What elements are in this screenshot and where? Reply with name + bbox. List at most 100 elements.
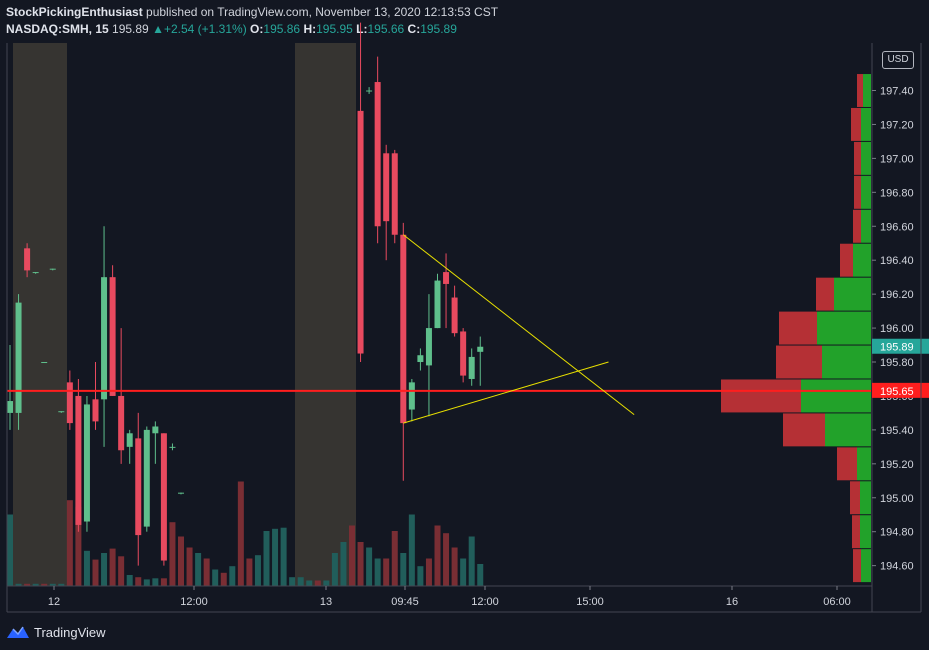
price-tick-label: 196.20 bbox=[880, 289, 914, 301]
price-axis: 194.60194.80195.00195.20195.40195.60195.… bbox=[871, 43, 929, 612]
volume-bar bbox=[135, 577, 142, 586]
candle-body bbox=[160, 433, 167, 561]
price-tick-label: 194.60 bbox=[880, 561, 914, 573]
time-tick-label: 15:00 bbox=[576, 596, 604, 608]
volume-bar bbox=[143, 579, 150, 586]
volume-profile-down bbox=[837, 447, 857, 481]
up-triangle-icon: ▲ bbox=[152, 22, 164, 36]
trend-line-1 bbox=[402, 234, 635, 416]
candle-body bbox=[417, 355, 424, 363]
volume-bar bbox=[460, 558, 467, 586]
candle-body bbox=[66, 382, 73, 424]
candle-body bbox=[383, 153, 390, 222]
volume-bar bbox=[83, 550, 90, 586]
volume-bar bbox=[101, 553, 108, 586]
time-tick-label: 13 bbox=[320, 596, 332, 608]
candle-body bbox=[366, 90, 373, 92]
volume-bar bbox=[400, 553, 407, 586]
candle-body bbox=[49, 268, 56, 270]
volume-bar bbox=[160, 578, 167, 586]
volume-bar bbox=[272, 528, 279, 586]
low-value: 195.66 bbox=[367, 22, 405, 36]
price-tick-label: 197.00 bbox=[880, 153, 914, 165]
volume-profile-up bbox=[861, 141, 871, 175]
volume-profile-down bbox=[816, 277, 834, 311]
candle-body bbox=[391, 153, 398, 235]
candle-body bbox=[374, 82, 381, 227]
volume-bar bbox=[306, 580, 313, 586]
low-label: L: bbox=[356, 22, 368, 36]
volume-profile bbox=[721, 74, 871, 583]
volume-profile-down bbox=[852, 515, 860, 549]
candle-body bbox=[118, 395, 125, 451]
price-tick-label: 196.80 bbox=[880, 187, 914, 199]
volume-bar bbox=[126, 575, 133, 586]
currency-button[interactable]: USD bbox=[882, 51, 914, 69]
price-tick-label: 195.40 bbox=[880, 425, 914, 437]
chart-background bbox=[7, 43, 871, 586]
volume-bar bbox=[229, 566, 236, 586]
candle-body bbox=[468, 356, 475, 379]
candle-body bbox=[357, 110, 364, 354]
published-text: published on TradingView.com, November 1… bbox=[142, 5, 499, 19]
volume-bar bbox=[408, 514, 415, 586]
volume-bar bbox=[451, 547, 458, 586]
volume-bar bbox=[434, 525, 441, 586]
time-tick-label: 12:00 bbox=[471, 596, 499, 608]
price-tick-label: 195.80 bbox=[880, 357, 914, 369]
volume-profile-up bbox=[860, 481, 871, 515]
volume-bar bbox=[178, 536, 184, 586]
candle-body bbox=[451, 297, 458, 334]
candle-body bbox=[434, 280, 441, 329]
volume-bar bbox=[254, 555, 261, 586]
candle-body bbox=[7, 401, 13, 413]
volume-bar bbox=[383, 558, 390, 586]
price-tick-label: 194.80 bbox=[880, 527, 914, 539]
symbol-label[interactable]: NASDAQ:SMH, 15 bbox=[6, 22, 109, 36]
chart-header: StockPickingEnthusiast published on Trad… bbox=[6, 4, 916, 38]
volume-bars bbox=[7, 481, 484, 586]
volume-bar bbox=[357, 542, 364, 586]
price-tick-label: 196.40 bbox=[880, 255, 914, 267]
volume-bar bbox=[349, 525, 355, 586]
price-tick-label: 195.00 bbox=[880, 493, 914, 505]
time-tick-label: 06:00 bbox=[823, 596, 851, 608]
volume-profile-down bbox=[779, 311, 817, 345]
volume-bar bbox=[477, 564, 484, 586]
trend-line-2 bbox=[403, 361, 609, 424]
candle-body bbox=[135, 438, 142, 536]
volume-bar bbox=[75, 506, 82, 586]
author-name[interactable]: StockPickingEnthusiast bbox=[6, 5, 143, 19]
candle-body bbox=[443, 272, 450, 284]
tradingview-logo-icon bbox=[7, 626, 29, 638]
volume-bar bbox=[391, 531, 398, 586]
volume-bar bbox=[443, 533, 450, 586]
volume-bar bbox=[331, 553, 338, 586]
volume-bar bbox=[66, 500, 73, 586]
price-tick-label: 197.40 bbox=[880, 86, 914, 98]
high-value: 195.95 bbox=[316, 22, 353, 36]
volume-profile-up bbox=[834, 277, 871, 311]
volume-bar bbox=[58, 583, 65, 586]
candle-body bbox=[15, 302, 22, 413]
volume-bar bbox=[417, 566, 424, 586]
session-shading-2 bbox=[295, 43, 356, 586]
candle-body bbox=[408, 382, 415, 410]
tradingview-brand[interactable]: TradingView bbox=[34, 624, 106, 640]
volume-bar bbox=[15, 583, 22, 586]
candle-body bbox=[58, 411, 65, 413]
candle-body bbox=[32, 272, 39, 274]
volume-bar bbox=[49, 583, 56, 586]
candle-body bbox=[477, 346, 484, 352]
time-tick-label: 12:00 bbox=[180, 596, 208, 608]
volume-profile-up bbox=[861, 175, 871, 209]
volume-profile-up bbox=[853, 243, 871, 277]
candle-body bbox=[178, 492, 184, 494]
legend-line: NASDAQ:SMH, 15 195.89 ▲+2.54 (+1.31%) O:… bbox=[6, 21, 916, 38]
volume-bar bbox=[203, 558, 210, 586]
volume-bar bbox=[212, 569, 219, 586]
volume-bar bbox=[195, 553, 202, 586]
candle-body bbox=[83, 404, 90, 522]
candle-body bbox=[41, 362, 48, 364]
